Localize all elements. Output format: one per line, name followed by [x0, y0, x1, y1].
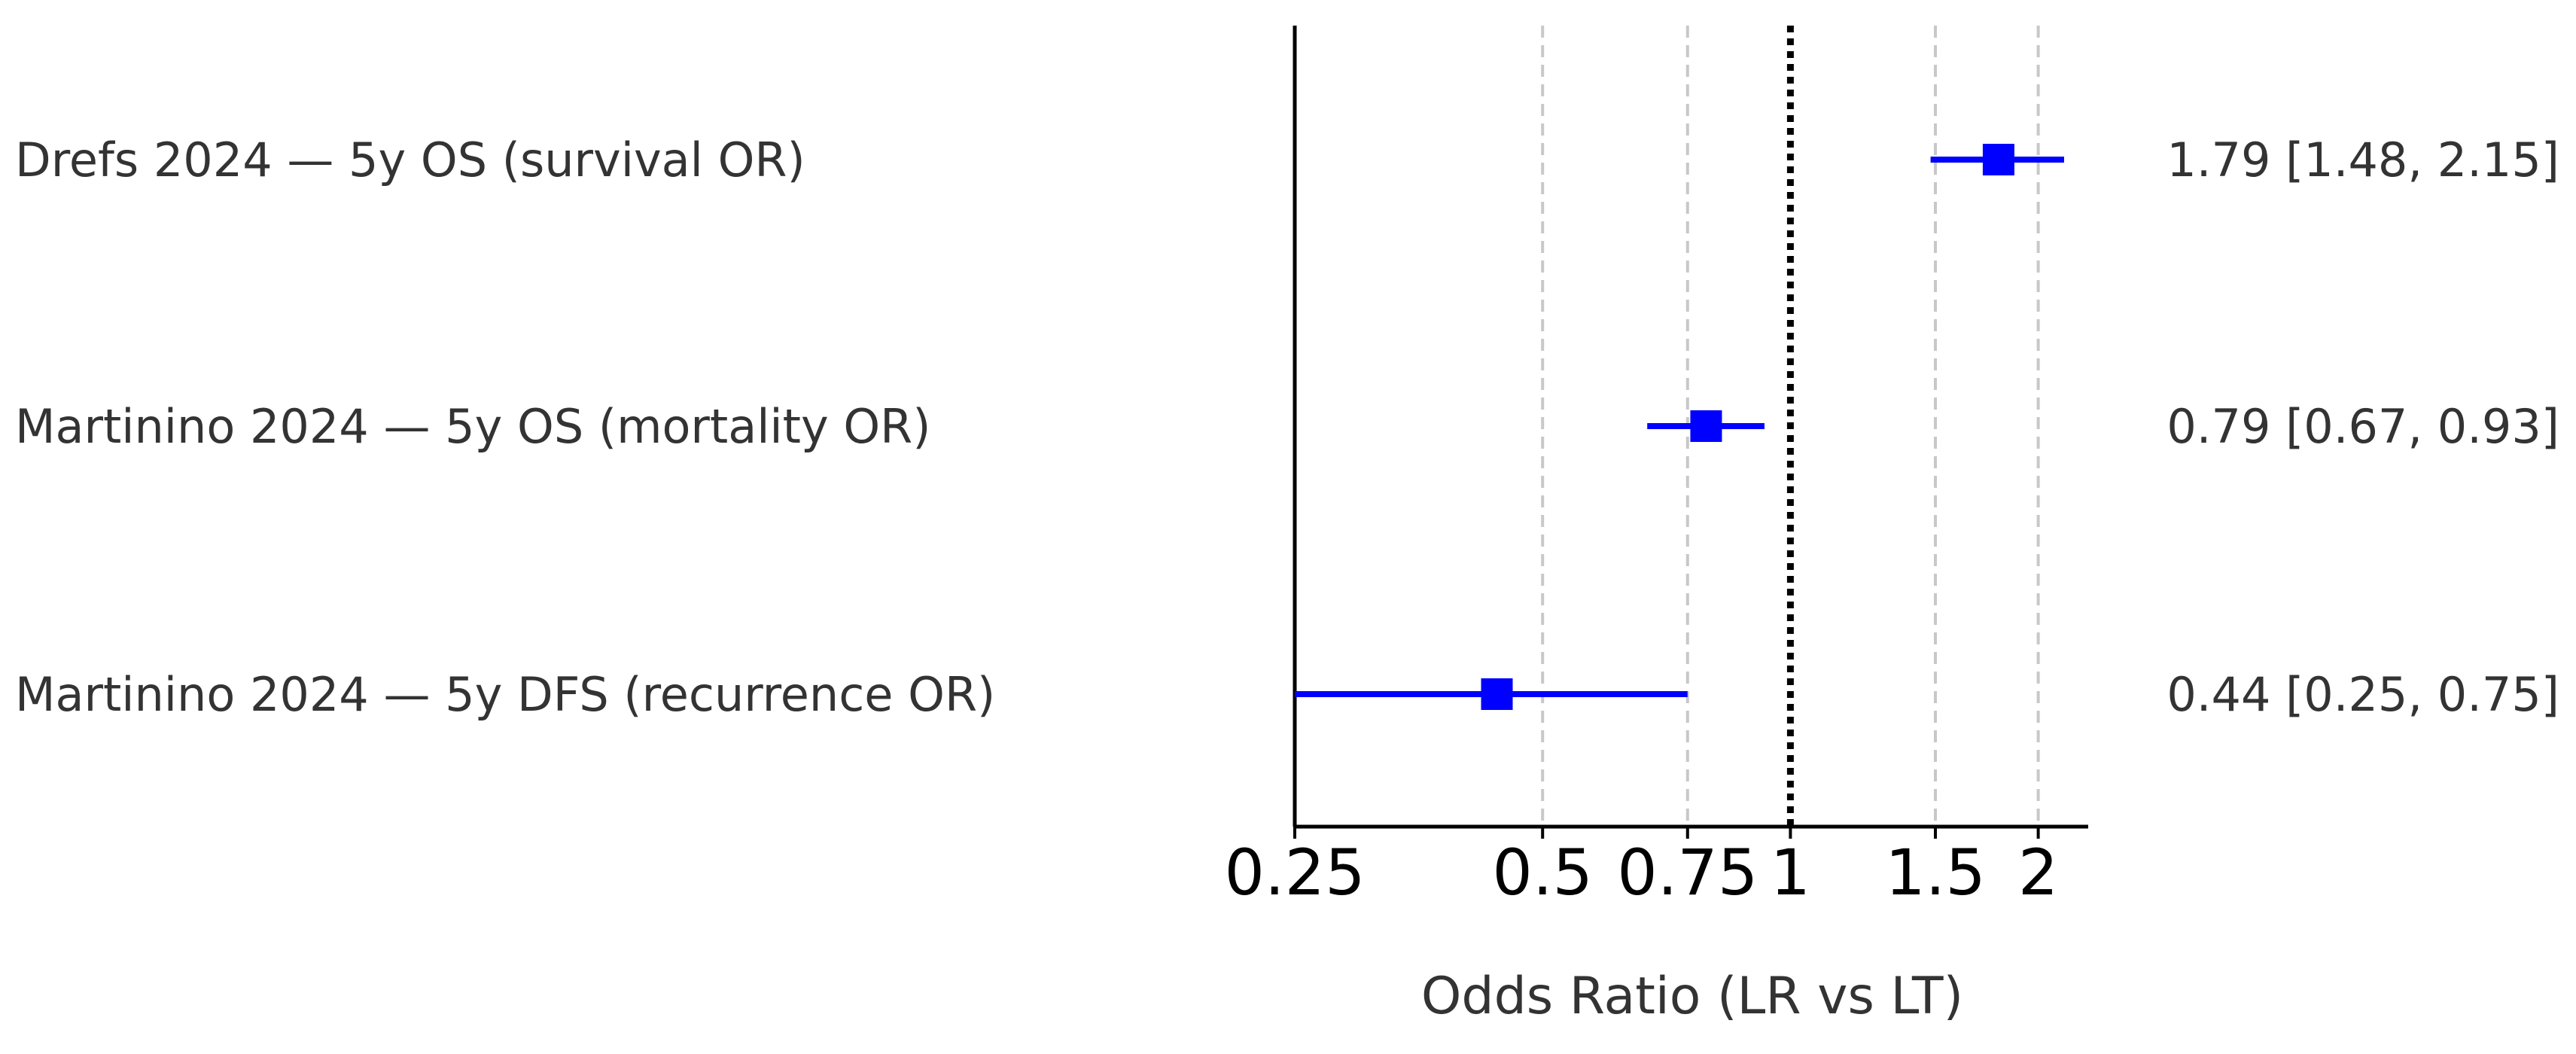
x-tick-label: 1.5 [1885, 836, 1986, 909]
study-row: Drefs 2024 — 5y OS (survival OR) 1.79 [1.… [15, 133, 2559, 187]
x-tick-label: 0.75 [1617, 836, 1758, 909]
ci-value-label: 1.79 [1.48, 2.15] [2166, 133, 2559, 187]
ci-value-label: 0.79 [0.67, 0.93] [2166, 399, 2559, 454]
study-label: Martinino 2024 — 5y OS (mortality OR) [15, 399, 930, 454]
or-marker [1481, 678, 1513, 710]
study-label: Drefs 2024 — 5y OS (survival OR) [15, 133, 805, 187]
study-rows: Drefs 2024 — 5y OS (survival OR) 1.79 [1.… [15, 133, 2559, 722]
or-marker [1982, 144, 2014, 175]
x-axis-label: Odds Ratio (LR vs LT) [1421, 967, 1963, 1026]
or-marker [1690, 410, 1722, 442]
x-tick-label: 1 [1771, 836, 1810, 909]
study-label: Martinino 2024 — 5y DFS (recurrence OR) [15, 667, 995, 722]
x-tick-label: 2 [2018, 836, 2058, 909]
study-row: Martinino 2024 — 5y OS (mortality OR) 0.7… [15, 399, 2559, 454]
x-tick-label: 0.25 [1224, 836, 1365, 909]
x-tick-label: 0.5 [1492, 836, 1593, 909]
study-row: Martinino 2024 — 5y DFS (recurrence OR) 0… [15, 667, 2559, 722]
ci-value-label: 0.44 [0.25, 0.75] [2166, 667, 2559, 722]
x-ticks: 0.25 0.5 0.75 1 1.5 2 [1224, 827, 2058, 909]
